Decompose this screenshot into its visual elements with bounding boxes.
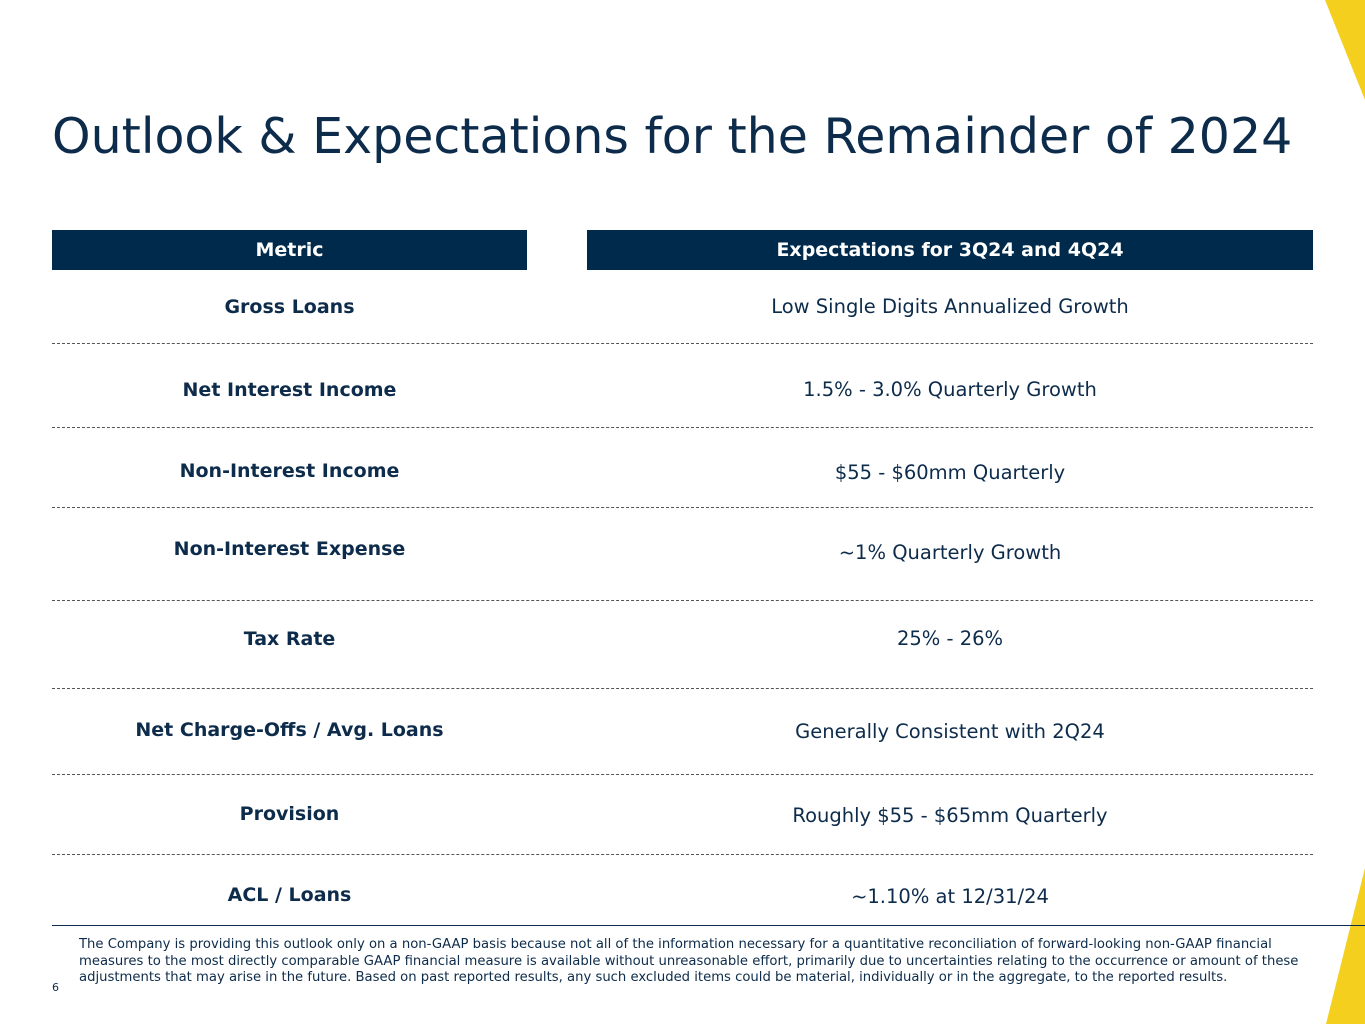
table-row: Net Interest Income 1.5% - 3.0% Quarterly… bbox=[52, 378, 1313, 402]
expectation-value: Roughly $55 - $65mm Quarterly bbox=[792, 804, 1108, 827]
footnote: The Company is providing this outlook on… bbox=[79, 937, 1299, 985]
expectation-value: ~1% Quarterly Growth bbox=[838, 541, 1062, 564]
metric-label: Tax Rate bbox=[243, 628, 336, 650]
expectation-value: Low Single Digits Annualized Growth bbox=[771, 295, 1129, 318]
page-number: 6 bbox=[52, 981, 59, 994]
metric-label: Net Interest Income bbox=[182, 379, 397, 401]
table-row: Non-Interest Expense ~1% Quarterly Growth bbox=[52, 537, 1313, 564]
page-title: Outlook & Expectations for the Remainder… bbox=[52, 108, 1293, 165]
table-row: Net Charge-Offs / Avg. Loans Generally Co… bbox=[52, 718, 1313, 743]
expectation-value: 1.5% - 3.0% Quarterly Growth bbox=[803, 378, 1097, 401]
row-divider bbox=[52, 427, 1313, 428]
expectation-value: $55 - $60mm Quarterly bbox=[834, 461, 1066, 484]
expectation-value: 25% - 26% bbox=[896, 627, 1004, 650]
row-divider bbox=[52, 507, 1313, 508]
header-metric: Metric bbox=[52, 230, 527, 270]
table-row: Provision Roughly $55 - $65mm Quarterly bbox=[52, 802, 1313, 827]
metric-label: Provision bbox=[239, 803, 340, 825]
metric-label: Non-Interest Income bbox=[179, 460, 400, 482]
table-row: Non-Interest Income $55 - $60mm Quarterly bbox=[52, 459, 1313, 484]
row-divider bbox=[52, 854, 1313, 855]
expectation-value: ~1.10% at 12/31/24 bbox=[851, 885, 1049, 908]
table-row: Gross Loans Low Single Digits Annualized … bbox=[52, 295, 1313, 319]
header-expectations: Expectations for 3Q24 and 4Q24 bbox=[587, 230, 1313, 270]
metric-label: ACL / Loans bbox=[227, 884, 352, 906]
row-divider bbox=[52, 774, 1313, 775]
table-row: ACL / Loans ~1.10% at 12/31/24 bbox=[52, 883, 1313, 908]
footer-divider bbox=[52, 925, 1365, 926]
metric-label: Net Charge-Offs / Avg. Loans bbox=[135, 719, 444, 741]
metric-label: Gross Loans bbox=[224, 296, 355, 318]
row-divider bbox=[52, 343, 1313, 344]
expectation-value: Generally Consistent with 2Q24 bbox=[795, 720, 1105, 743]
row-divider bbox=[52, 688, 1313, 689]
metric-label: Non-Interest Expense bbox=[173, 538, 406, 560]
row-divider bbox=[52, 600, 1313, 601]
table-row: Tax Rate 25% - 26% bbox=[52, 627, 1313, 651]
